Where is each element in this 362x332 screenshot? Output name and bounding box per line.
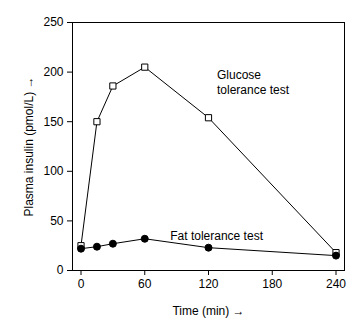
svg-text:Fat tolerance test: Fat tolerance test — [170, 229, 263, 243]
svg-text:Plasma insulin (pmol/L) →: Plasma insulin (pmol/L) → — [22, 76, 36, 216]
svg-text:250: 250 — [43, 15, 63, 29]
svg-text:Glucosetolerance test: Glucosetolerance test — [217, 68, 290, 96]
svg-text:180: 180 — [262, 277, 282, 291]
svg-text:100: 100 — [43, 164, 63, 178]
svg-text:0: 0 — [78, 277, 85, 291]
svg-text:0: 0 — [57, 263, 64, 277]
svg-text:150: 150 — [43, 115, 63, 129]
svg-text:200: 200 — [43, 65, 63, 79]
svg-text:240: 240 — [326, 277, 346, 291]
svg-text:Time (min) →: Time (min) → — [172, 304, 244, 318]
svg-text:60: 60 — [138, 277, 152, 291]
svg-text:50: 50 — [50, 214, 64, 228]
svg-text:120: 120 — [198, 277, 218, 291]
